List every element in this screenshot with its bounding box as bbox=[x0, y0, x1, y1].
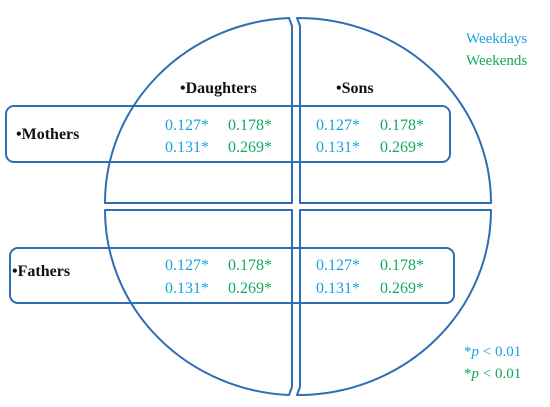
row-header-mothers: •Mothers bbox=[16, 127, 79, 143]
row-label: Mothers bbox=[21, 126, 80, 143]
value-weekday: 0.131* bbox=[165, 139, 209, 156]
value-weekday: 0.127* bbox=[316, 117, 360, 134]
legend-weekends: Weekends bbox=[466, 53, 528, 69]
significance-threshold: < 0.01 bbox=[479, 344, 522, 360]
value-weekday: 0.127* bbox=[165, 117, 209, 134]
row-header-fathers: •Fathers bbox=[12, 264, 70, 280]
legend-weekdays: Weekdays bbox=[466, 31, 528, 47]
value-weekend: 0.178* bbox=[380, 117, 424, 134]
significance-p: p bbox=[471, 344, 480, 360]
significance-note-weekdays: *p < 0.01 bbox=[464, 345, 521, 360]
quadrant-bottom-right bbox=[296, 209, 492, 397]
column-label: Daughters bbox=[185, 80, 257, 97]
column-label: Sons bbox=[341, 80, 374, 97]
significance-star: * bbox=[464, 366, 472, 382]
quadrant-bottom-left bbox=[103, 209, 293, 396]
fathers-band bbox=[9, 247, 455, 304]
value-weekend: 0.269* bbox=[228, 139, 272, 156]
value-weekday: 0.131* bbox=[165, 280, 209, 297]
significance-threshold: < 0.01 bbox=[479, 366, 522, 382]
column-header-daughters: •Daughters bbox=[180, 81, 257, 97]
value-weekday: 0.131* bbox=[316, 139, 360, 156]
significance-note-weekends: *p < 0.01 bbox=[464, 367, 521, 382]
quadrant-top-right bbox=[296, 16, 492, 204]
value-weekday: 0.127* bbox=[165, 257, 209, 274]
row-label: Fathers bbox=[17, 263, 71, 280]
significance-star: * bbox=[464, 344, 472, 360]
value-weekend: 0.178* bbox=[228, 117, 272, 134]
value-weekend: 0.269* bbox=[380, 280, 424, 297]
significance-p: p bbox=[471, 366, 480, 382]
bullet: • bbox=[12, 263, 18, 280]
column-header-sons: •Sons bbox=[336, 81, 374, 97]
value-weekday: 0.127* bbox=[316, 257, 360, 274]
value-weekend: 0.178* bbox=[228, 257, 272, 274]
mothers-band bbox=[5, 105, 451, 163]
bullet: • bbox=[336, 80, 342, 97]
value-weekday: 0.131* bbox=[316, 280, 360, 297]
value-weekend: 0.269* bbox=[228, 280, 272, 297]
quadrant-top-left bbox=[103, 17, 293, 204]
value-weekend: 0.269* bbox=[380, 139, 424, 156]
value-weekend: 0.178* bbox=[380, 257, 424, 274]
bullet: • bbox=[180, 80, 186, 97]
bullet: • bbox=[16, 126, 22, 143]
